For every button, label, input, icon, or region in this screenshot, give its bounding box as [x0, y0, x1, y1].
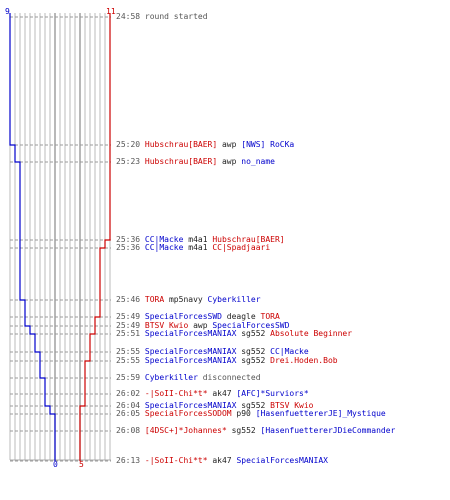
event-row: 26:02 -|SoII-Chi*t* ak47 [AFC]*Surviors*: [116, 389, 309, 398]
event-weapon: awp: [217, 140, 242, 149]
event-weapon: sg552: [236, 347, 271, 356]
event-player: SpecialForcesMANIAX: [144, 347, 237, 356]
blue-scale-top: 9: [5, 7, 10, 16]
event-row: 25:59 Cyberkiller disconnected: [116, 373, 261, 382]
event-player: CC|Macke: [270, 347, 309, 356]
event-player: BTSV Kwio: [144, 321, 189, 330]
event-player: [NWS] RoCKa: [241, 140, 295, 149]
event-weapon: m4a1: [183, 243, 213, 252]
event-time: 25:36: [116, 235, 145, 244]
event-player: SpecialForcesMANIAX: [144, 329, 237, 338]
event-time: 25:20: [116, 140, 145, 149]
event-player: SpecialForcesSWD: [212, 321, 290, 330]
team-lines: [9, 13, 111, 461]
event-time: 25:51: [116, 329, 145, 338]
event-player: Cyberkiller: [207, 295, 261, 304]
event-player: SpecialForcesMANIAX: [144, 356, 237, 365]
event-weapon: deagle: [221, 312, 261, 321]
event-weapon: sg552: [236, 401, 271, 410]
event-time: 26:05: [116, 409, 145, 418]
event-weapon: p90: [231, 409, 256, 418]
event-weapon: ak47: [207, 456, 237, 465]
event-player: CC|Spadjaari: [212, 243, 271, 252]
event-time: 25:55: [116, 347, 145, 356]
event-player: Hubschrau[BAER]: [144, 157, 218, 166]
event-row: 26:05 SpecialForcesSODOM p90 [Hasenfuett…: [116, 409, 386, 418]
event-player: SpecialForcesMANIAX: [236, 456, 328, 465]
event-player: TORA: [144, 295, 165, 304]
event-row: 25:55 SpecialForcesMANIAX sg552 CC|Macke: [116, 347, 309, 356]
blue-team-alive-line: [9, 13, 56, 461]
event-player: [HasenfuettererJE]_Mystique: [255, 409, 386, 418]
event-row: 26:08 [4DSC+]*Johannes* sg552 [Hasenfuet…: [116, 426, 395, 435]
event-row: 25:55 SpecialForcesMANIAX sg552 Drei.Hod…: [116, 356, 338, 365]
event-player: Hubschrau[BAER]: [144, 140, 218, 149]
event-player: SpecialForcesSWD: [144, 312, 222, 321]
event-time: 26:04: [116, 401, 145, 410]
event-weapon: awp: [217, 157, 242, 166]
event-time: 26:02: [116, 389, 145, 398]
event-row: 25:36 CC|Macke m4a1 Hubschrau[BAER]: [116, 235, 285, 244]
event-player: BTSV Kwio: [270, 401, 314, 410]
event-time: 26:08: [116, 426, 145, 435]
event-weapon: sg552: [236, 329, 271, 338]
event-time: 25:49: [116, 321, 145, 330]
event-weapon: sg552: [236, 356, 271, 365]
timeline-grid: [9, 13, 111, 462]
event-time: 24:58: [116, 12, 145, 21]
red-scale-bottom: 5: [79, 460, 84, 469]
event-player: SpecialForcesSODOM: [144, 409, 232, 418]
event-player: SpecialForcesMANIAX: [144, 401, 237, 410]
blue-scale-bottom: 0: [53, 460, 58, 469]
event-row: 25:51 SpecialForcesMANIAX sg552 Absolute…: [116, 329, 352, 338]
event-row: 25:49 BTSV Kwio awp SpecialForcesSWD: [116, 321, 289, 330]
event-weapon: ak47: [207, 389, 237, 398]
event-player: Drei.Hoden.Bob: [270, 356, 338, 365]
event-time: 25:46: [116, 295, 145, 304]
event-player: Absolute Beginner: [270, 329, 353, 338]
event-player: [4DSC+]*Johannes*: [144, 426, 227, 435]
event-weapon: awp: [188, 321, 213, 330]
event-player: -|SoII-Chi*t*: [144, 456, 208, 465]
event-time: 25:55: [116, 356, 145, 365]
red-team-alive-line: [79, 13, 111, 461]
event-weapon: mp5navy: [164, 295, 208, 304]
event-row: 25:23 Hubschrau[BAER] awp no_name: [116, 157, 275, 166]
event-row: 25:20 Hubschrau[BAER] awp [NWS] RoCKa: [116, 140, 294, 149]
event-player: round started: [144, 12, 208, 21]
event-player: Hubschrau[BAER]: [212, 235, 285, 244]
event-row: 25:49 SpecialForcesSWD deagle TORA: [116, 312, 280, 321]
event-player: no_name: [241, 157, 275, 166]
event-time: 25:49: [116, 312, 145, 321]
event-time: 25:59: [116, 373, 145, 382]
event-row: 26:13 -|SoII-Chi*t* ak47 SpecialForcesMA…: [116, 456, 328, 465]
event-player: CC|Macke: [144, 235, 184, 244]
event-row: 25:46 TORA mp5navy Cyberkiller: [116, 295, 261, 304]
red-scale-top: 11: [106, 7, 116, 16]
event-row: 24:58 round started: [116, 12, 208, 21]
event-player: [HasenfuettererJDieCommander: [260, 426, 396, 435]
event-time: 25:23: [116, 157, 145, 166]
event-time: 25:36: [116, 243, 145, 252]
event-player: TORA: [260, 312, 280, 321]
event-player: disconnected: [197, 373, 261, 382]
event-weapon: sg552: [226, 426, 261, 435]
event-row: 25:36 CC|Macke m4a1 CC|Spadjaari: [116, 243, 270, 252]
event-player: Cyberkiller: [144, 373, 198, 382]
event-player: [AFC]*Surviors*: [236, 389, 309, 398]
event-time: 26:13: [116, 456, 145, 465]
event-row: 26:04 SpecialForcesMANIAX sg552 BTSV Kwi…: [116, 401, 314, 410]
event-player: CC|Macke: [144, 243, 184, 252]
event-weapon: m4a1: [183, 235, 213, 244]
event-player: -|SoII-Chi*t*: [144, 389, 208, 398]
